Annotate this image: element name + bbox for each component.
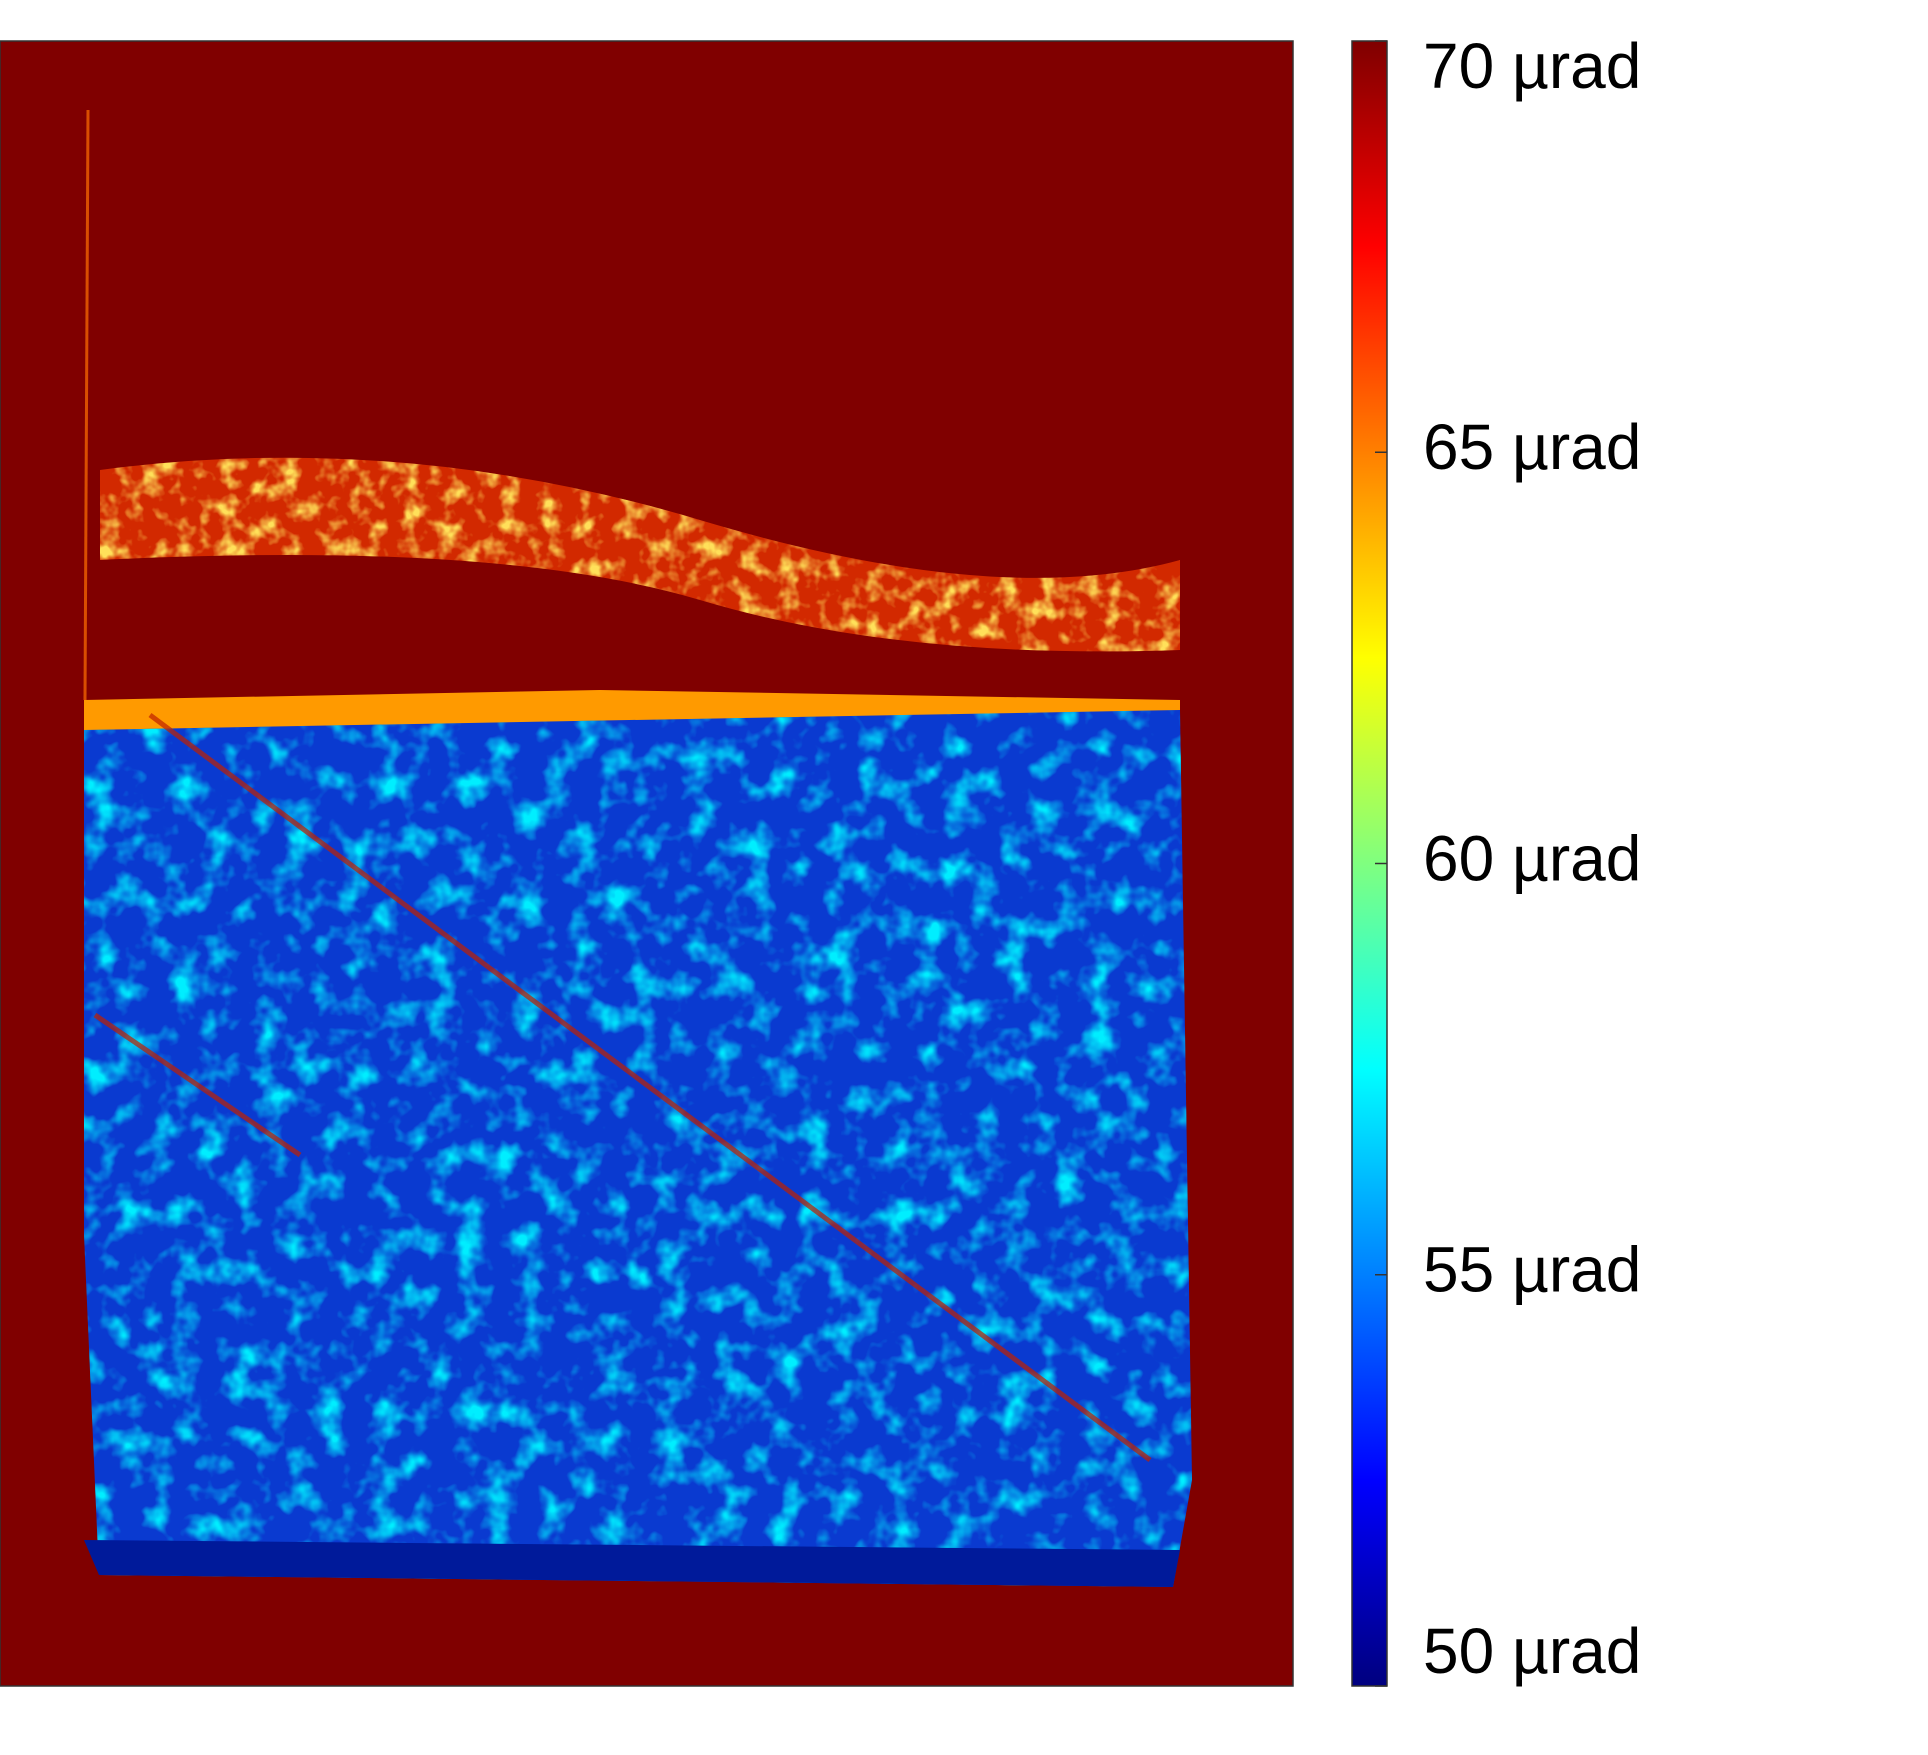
colorbar-tick-label: 50 µrad (1423, 1615, 1641, 1687)
colorbar-tick-label: 70 µrad (1423, 30, 1641, 102)
colorbar-tick-label: 65 µrad (1423, 411, 1641, 483)
heatmap-image (0, 40, 1294, 1687)
colorbar-tick-label: 60 µrad (1423, 822, 1641, 894)
colorbar-tick-label: 55 µrad (1423, 1234, 1641, 1306)
